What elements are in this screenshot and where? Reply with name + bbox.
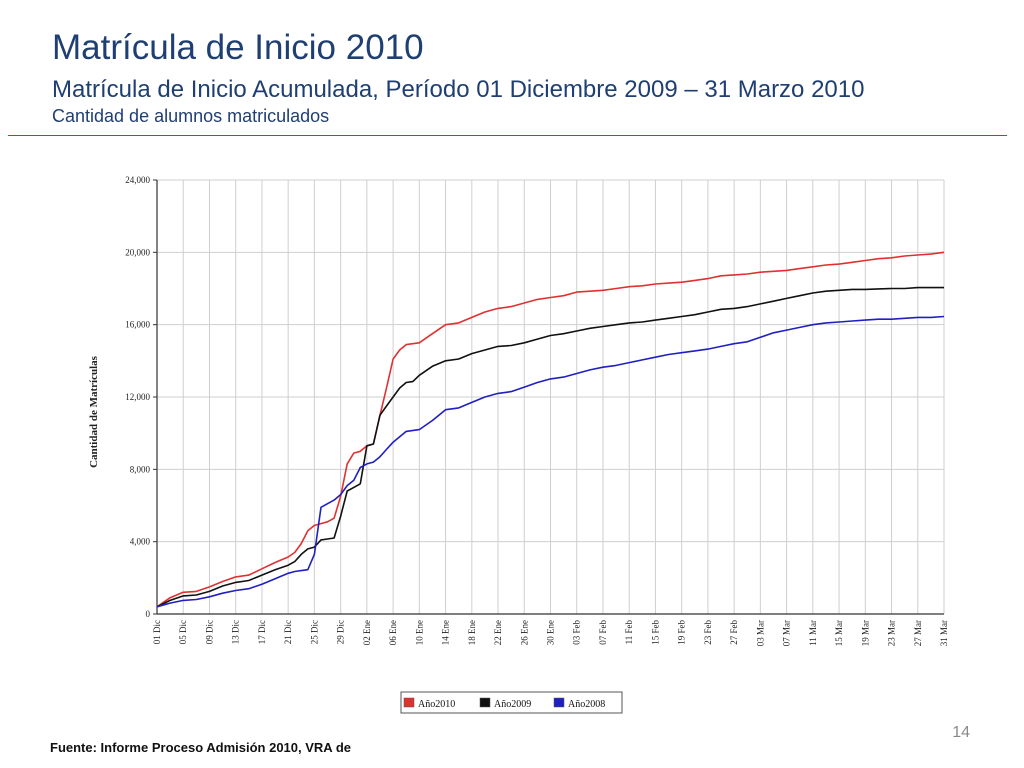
legend-label: Año2009 xyxy=(494,699,531,710)
legend-box xyxy=(400,691,623,714)
x-tick-label: 15 Mar xyxy=(834,620,844,646)
y-tick-label: 16,000 xyxy=(125,320,150,330)
x-tick-label: 05 Dic xyxy=(178,620,188,644)
x-tick-label: 19 Mar xyxy=(860,620,870,646)
chart-grid xyxy=(156,179,945,615)
x-tick-label: 29 Dic xyxy=(336,620,346,644)
y-tick-label: 20,000 xyxy=(125,247,150,257)
title-divider xyxy=(8,135,1007,136)
y-tick-label: 0 xyxy=(146,609,151,619)
x-tick-label: 02 Ene xyxy=(362,620,372,645)
x-tick-label: 27 Mar xyxy=(913,620,923,646)
x-tick-label: 31 Mar xyxy=(939,620,949,646)
x-tick-label: 14 Ene xyxy=(441,620,451,645)
legend-label: Año2008 xyxy=(568,699,605,710)
x-tick-label: 23 Mar xyxy=(887,620,897,646)
slide-title: Matrícula de Inicio 2010 xyxy=(52,28,424,67)
x-tick-label: 27 Feb xyxy=(729,620,739,645)
x-tick-label: 01 Dic xyxy=(152,620,162,644)
x-tick-label: 22 Ene xyxy=(493,620,503,645)
x-tick-label: 19 Feb xyxy=(677,620,687,645)
y-tick-label: 8,000 xyxy=(130,464,151,474)
x-tick-label: 11 Feb xyxy=(624,620,634,645)
x-tick-label: 11 Mar xyxy=(808,620,818,646)
x-tick-label: 13 Dic xyxy=(231,620,241,644)
chart-legend: Año2010 Año2009 Año2008 xyxy=(400,691,623,714)
y-tick-labels: 0 4,000 8,000 12,000 16,000 20,000 24,000 xyxy=(125,175,150,619)
slide-subsubtitle: Cantidad de alumnos matriculados xyxy=(52,106,330,126)
x-tick-label: 09 Dic xyxy=(204,620,214,644)
x-tick-labels: 01 Dic 05 Dic 09 Dic 13 Dic 17 Dic 21 Dic 25 D… xyxy=(152,620,949,647)
x-tick-label: 30 Ene xyxy=(546,620,556,645)
y-tick-label: 12,000 xyxy=(125,392,150,402)
legend-swatch xyxy=(403,697,415,708)
x-tick-label: 25 Dic xyxy=(309,620,319,644)
x-tick-label: 10 Ene xyxy=(414,620,424,645)
chart-series xyxy=(156,251,945,608)
x-tick-label: 07 Mar xyxy=(782,620,792,646)
x-tick-label: 15 Feb xyxy=(650,620,660,645)
source-note: Fuente: Informe Proceso Admisión 2010, V… xyxy=(50,740,351,755)
x-tick-label: 07 Feb xyxy=(598,620,608,645)
y-tick-label: 4,000 xyxy=(130,537,151,547)
series-line-ao2008 xyxy=(156,315,945,608)
slide-subtitle: Matrícula de Inicio Acumulada, Período 0… xyxy=(52,76,865,103)
x-tick-label: 26 Ene xyxy=(519,620,529,645)
y-tick-label: 24,000 xyxy=(125,175,150,185)
x-tick-label: 23 Feb xyxy=(703,620,713,645)
x-tick-label: 03 Feb xyxy=(572,620,582,645)
x-tick-label: 18 Ene xyxy=(467,620,477,645)
series-line-ao2010 xyxy=(156,251,945,608)
page-number: 14 xyxy=(952,724,970,741)
legend-swatch xyxy=(479,697,491,708)
legend-swatch xyxy=(553,697,565,708)
series-line-ao2009 xyxy=(156,286,944,608)
x-tick-label: 21 Dic xyxy=(283,620,293,644)
chart-axes xyxy=(153,179,944,615)
x-tick-label: 03 Mar xyxy=(755,620,765,646)
y-axis-label: Cantidad de Matrículas xyxy=(88,355,100,468)
x-tick-label: 17 Dic xyxy=(257,620,267,644)
x-tick-label: 06 Ene xyxy=(388,620,398,645)
legend-label: Año2010 xyxy=(418,699,455,710)
